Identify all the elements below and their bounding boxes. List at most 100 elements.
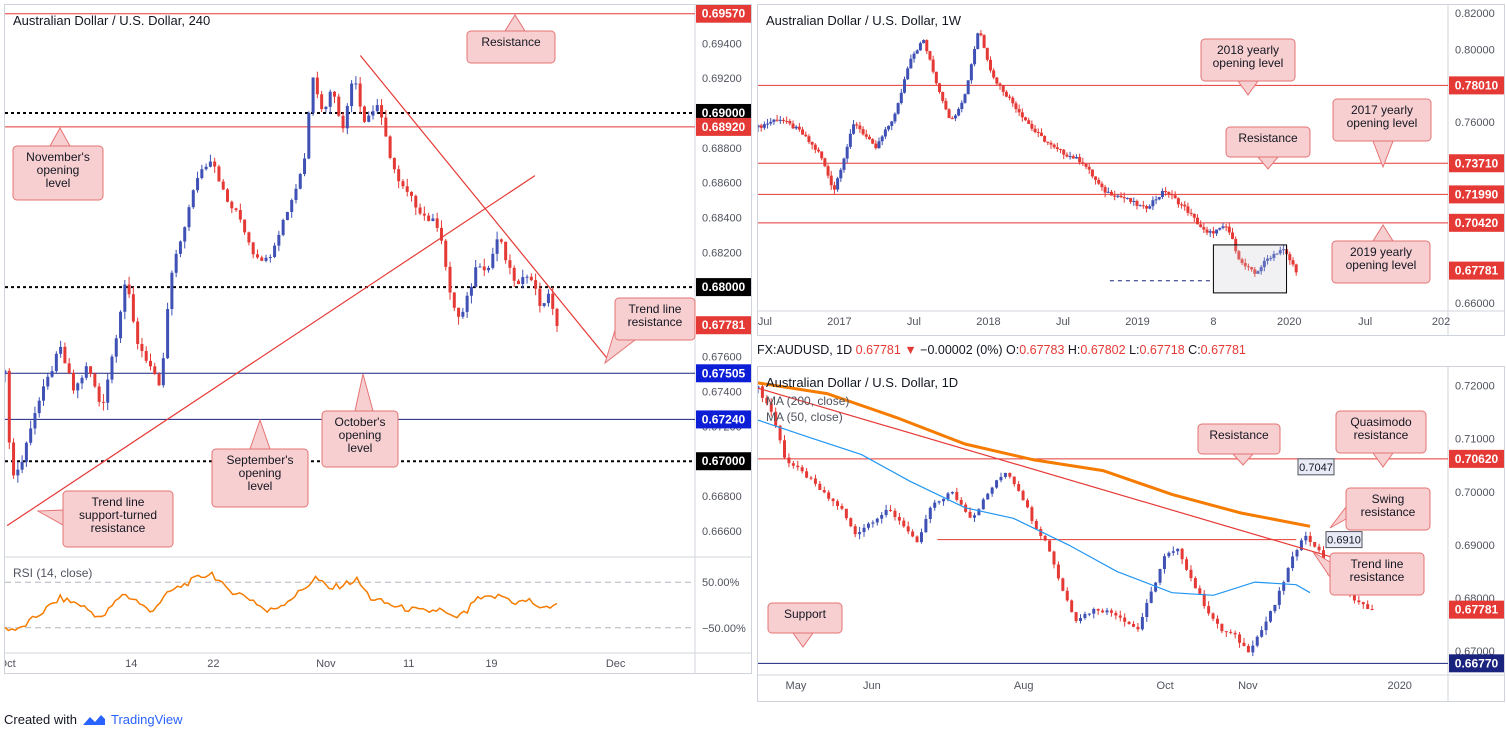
h4-trend-line [6,175,536,527]
h4-candle [328,91,332,107]
d1-candle [1039,529,1043,536]
w1-candle [845,146,849,159]
h4-rsi-tick: 50.00% [702,577,740,589]
w1-candle [1090,169,1094,177]
d1-callout-swing-resistance-line: Swing [1372,492,1405,506]
h4-chart-svg[interactable]: 0.69400 0.69200 0.68800 0.68600 0.68400 0.682… [5,5,752,674]
d1-candle [1357,600,1361,603]
h4-candle [427,215,431,222]
w1-candle [794,126,798,129]
h4-candle [345,106,349,129]
d1-candle [1105,610,1109,613]
h4-candle [384,117,388,137]
d1-candle [1220,623,1224,632]
d1-candle [1308,535,1312,543]
w1-candle [1055,147,1059,150]
w1-candle [1160,190,1164,197]
d1-candle [1109,610,1113,613]
w1-candle [1033,128,1037,133]
w1-candle [810,141,814,145]
h4-candle [20,461,24,470]
w1-candle [1065,154,1069,157]
h4-candle [131,294,135,322]
h4-candle [29,428,33,443]
w1-candle [867,136,871,140]
d1-candle [1251,645,1255,653]
d1-candle [959,499,963,505]
d1-candle [1162,556,1166,570]
w1-chart-panel[interactable]: 0.82000 0.80000 0.76000 0.66000 Jul 2017 Jul 20… [757,4,1505,336]
h4-candle [418,207,422,214]
h4-time-tick: 14 [125,658,137,670]
d1-candle [1083,613,1087,618]
h4-candle [273,245,277,257]
d1-candle [1229,631,1233,633]
d1-small-tag: 0.6910 [1327,535,1361,547]
d1-candle [1140,617,1144,630]
h4-candle [303,158,307,175]
d1-chart-svg[interactable]: 0.720000.710000.700000.690000.680000.670… [758,367,1505,702]
h4-chart-panel[interactable]: 0.69400 0.69200 0.68800 0.68600 0.68400 0.682… [4,4,752,674]
d1-candle [1286,568,1290,583]
w1-candle [1020,112,1024,118]
w1-callout-2018-open-pointer [1237,80,1259,96]
h4-candle [153,366,157,374]
w1-candle [893,113,897,122]
d1-callout-support-box [767,602,843,634]
h4-candle [200,169,204,179]
w1-candle [775,119,779,121]
h4-candle [290,200,294,213]
w1-chart-svg[interactable]: 0.82000 0.80000 0.76000 0.66000 Jul 2017 Jul 20… [758,5,1505,336]
h4-candle [542,303,546,306]
h4-candle [320,94,324,110]
d1-callout-quasimodo-box [1335,410,1427,454]
tradingview-link[interactable]: TradingView [110,712,183,727]
h4-candle [136,321,140,344]
h4-candle [127,284,131,295]
w1-callout-2019-open-line: opening level [1346,258,1417,272]
w1-candle [1231,232,1235,239]
w1-candle [1218,227,1222,230]
d1-last-price-tag-bg [1449,600,1504,619]
h4-last-price-tag: 0.67781 [702,318,746,332]
w1-candle [909,58,913,69]
d1-candle [924,518,928,533]
h4-callout-october-open-line: October's [335,415,386,429]
w1-candle [1262,260,1266,268]
d1-candle [977,509,981,516]
h4-candle [204,166,208,170]
d1-candle [862,527,866,533]
w1-candle [1024,117,1028,121]
h4-price-tick: 0.68600 [702,178,742,190]
h4-rsi-label: RSI (14, close) [13,566,92,580]
h4-candle [388,136,392,158]
footer: Created with TradingView [4,712,183,727]
w1-price-tick: 0.80000 [1455,44,1495,56]
d1-chart-panel[interactable]: 0.72000 0.71000 0.70000 0.69000 0.68000 0.670… [757,366,1505,702]
w1-candle [1125,197,1129,199]
w1-candle [1011,97,1015,104]
h4-candle [324,106,328,110]
h4-candle [311,77,315,113]
w1-callout-resistance: Resistance [1225,126,1311,170]
w1-candle [1208,231,1212,233]
h4-callout-trendline-resistance-line: Trend line [629,302,682,316]
d1-candle [942,498,946,502]
w1-chart-title: Australian Dollar / U.S. Dollar, 1W [766,13,962,28]
w1-level-tag-bg [1449,213,1504,232]
w1-level-tag: 0.73710 [1455,156,1499,170]
w1-level-tag-bg [1449,185,1504,204]
d1-ma-label: MA (200, close) [766,394,849,408]
h4-candle [170,272,174,310]
d1-level-tag: 0.70620 [1455,452,1499,466]
w1-candle [1215,229,1219,234]
w1-level-tag: 0.70420 [1455,216,1499,230]
d1-high: 0.67802 [1080,343,1126,357]
w1-candle [1151,200,1155,207]
h4-price-tick: 0.69200 [702,73,742,85]
w1-time-tick: 202 [1432,316,1450,328]
w1-candle [1281,249,1285,251]
h4-candle [448,266,452,293]
w1-time-tick: 8 [1210,316,1216,328]
